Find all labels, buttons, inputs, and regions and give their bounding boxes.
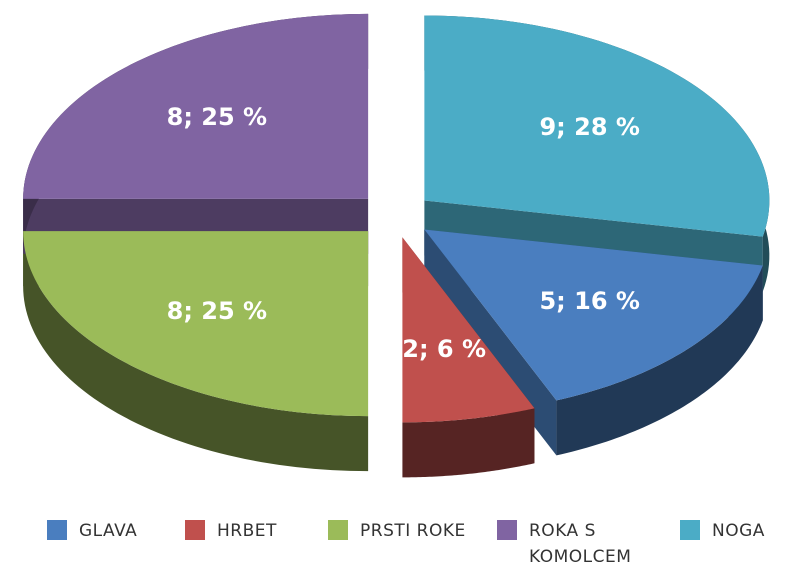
data-label: 5; 16 % [539,287,639,315]
slice-side [402,408,535,478]
legend-label: NOGA [712,521,765,541]
legend-swatch [185,520,205,540]
slice [424,15,770,237]
legend-label: PRSTI ROKE [360,521,466,541]
legend-item: PRSTI ROKE [328,518,488,544]
pie-area: 9; 28 % 5; 16 % 2; 6 % 8; 25 % 8; 25 % [23,13,770,478]
legend-swatch [680,520,700,540]
data-label: 9; 28 % [539,113,639,141]
slice-side [556,265,763,456]
legend-label: ROKA S KOMOLCEM [529,521,632,567]
legend-item: GLAVA [47,518,177,544]
data-label: 8; 25 % [167,103,267,131]
slice [23,13,369,199]
legend-item: ROKA S KOMOLCEM [497,518,637,570]
slice [23,231,369,417]
legend-swatch [47,520,67,540]
legend: GLAVA HRBET PRSTI ROKE ROKA S KOMOLCEM NOGA [0,518,806,573]
slice [402,237,535,423]
legend-item: HRBET [185,518,315,544]
data-label: 8; 25 % [167,297,267,325]
legend-label: GLAVA [79,521,138,541]
legend-label: HRBET [217,521,277,541]
slice-tops: 9; 28 % 5; 16 % 2; 6 % 8; 25 % 8; 25 % [23,13,770,423]
slice-side [23,231,369,472]
legend-item: NOGA [680,518,800,544]
data-label: 2; 6 % [402,335,486,363]
slice [424,229,763,401]
legend-swatch [328,520,348,540]
legend-swatch [497,520,517,540]
